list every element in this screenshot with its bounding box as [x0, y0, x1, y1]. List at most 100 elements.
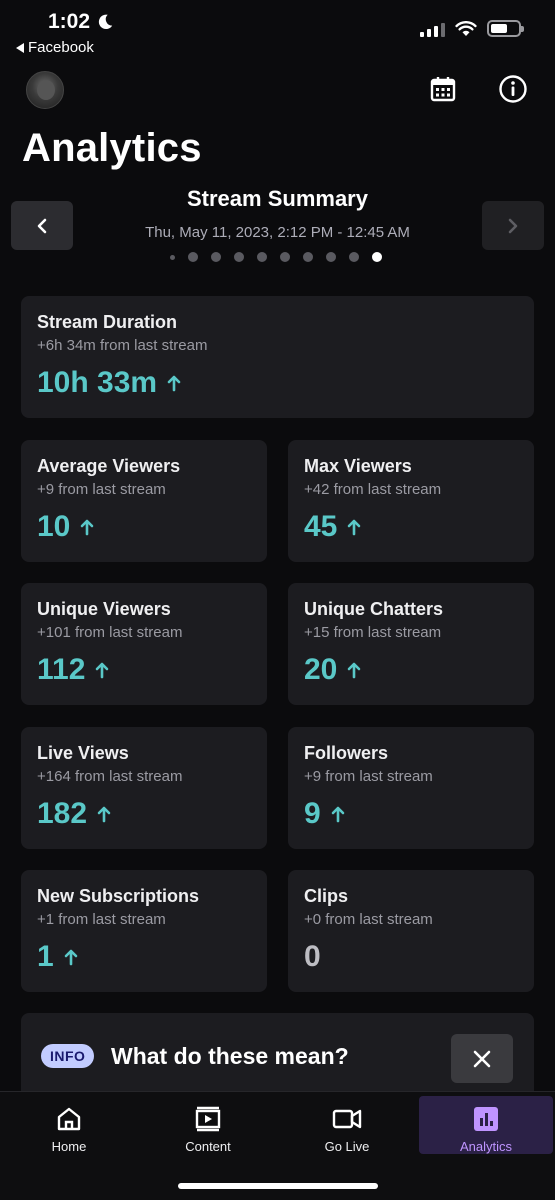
home-indicator[interactable] — [178, 1183, 378, 1189]
previous-stream-button[interactable] — [11, 201, 73, 250]
page-indicator — [170, 252, 382, 262]
status-indicators — [420, 20, 524, 37]
page-dot — [211, 252, 221, 262]
metric-value-row: 1 — [37, 940, 251, 974]
metric-value-row: 10 — [37, 510, 251, 544]
tab-home-label: Home — [51, 1139, 87, 1154]
metric-title: Unique Chatters — [304, 599, 444, 619]
info-button[interactable] — [496, 72, 530, 106]
info-icon — [499, 75, 527, 103]
metric-value-row: 112 — [37, 653, 251, 687]
metric-change: +164 from last stream — [37, 768, 183, 785]
status-time-text: 1:02 — [48, 10, 91, 33]
cellular-signal-icon — [420, 21, 445, 37]
arrow-up-icon — [348, 662, 361, 679]
metric-value-row: 20 — [304, 653, 518, 687]
page-title: Analytics — [22, 126, 202, 170]
info-badge: INFO — [41, 1044, 95, 1068]
next-stream-button[interactable] — [482, 201, 544, 250]
metric-value: 182 — [37, 797, 88, 830]
page-dot — [372, 252, 382, 262]
metric-value: 1 — [37, 940, 54, 973]
metric-title: Live Views — [37, 743, 129, 763]
chevron-right-icon — [508, 218, 518, 233]
page-dot — [257, 252, 267, 262]
metric-card-followers: Followers +9 from last stream 9 — [288, 727, 534, 849]
metric-change: +15 from last stream — [304, 624, 442, 641]
metric-card-max-viewers: Max Viewers +42 from last stream 45 — [288, 440, 534, 562]
tab-go-live[interactable]: Go Live — [280, 1096, 414, 1154]
metric-value: 112 — [37, 653, 86, 686]
metric-change: +0 from last stream — [304, 911, 433, 928]
wifi-icon — [455, 20, 477, 36]
page-dot — [188, 252, 198, 262]
metric-value: 20 — [304, 653, 338, 686]
summary-date-range: Thu, May 11, 2023, 2:12 PM - 12:45 AM — [145, 224, 410, 241]
page-dot — [303, 252, 313, 262]
metric-value: 9 — [304, 797, 321, 830]
metric-value-row: 9 — [304, 797, 518, 831]
metric-value: 45 — [304, 510, 338, 543]
camera-icon — [332, 1109, 362, 1129]
page-dot — [170, 254, 175, 260]
metric-change: +9 from last stream — [304, 768, 433, 785]
status-time: 1:02 — [48, 10, 114, 34]
battery-icon — [487, 20, 524, 37]
metric-value: 0 — [304, 940, 321, 973]
metric-card-live-views: Live Views +164 from last stream 182 — [21, 727, 267, 849]
metric-value-row: 0 — [304, 940, 518, 974]
metric-value-row: 182 — [37, 797, 251, 831]
close-button[interactable] — [451, 1034, 513, 1083]
arrow-up-icon — [348, 519, 361, 536]
bottom-nav: Home Content Go Live Analytics — [0, 1091, 555, 1200]
tab-content-label: Content — [185, 1139, 231, 1154]
metric-value: 10 — [37, 510, 71, 543]
status-bar: 1:02 Facebook — [0, 0, 555, 60]
arrow-up-icon — [64, 949, 77, 966]
metric-change: +101 from last stream — [37, 624, 183, 641]
tab-content[interactable]: Content — [141, 1096, 275, 1154]
metric-card-new-subscriptions: New Subscriptions +1 from last stream 1 — [21, 870, 267, 992]
close-icon — [473, 1050, 491, 1067]
metric-title: New Subscriptions — [37, 886, 200, 906]
moon-icon — [98, 14, 113, 30]
metric-title: Unique Viewers — [37, 599, 171, 619]
metric-change: +42 from last stream — [304, 481, 442, 498]
metric-title: Average Viewers — [37, 456, 181, 476]
metric-value-row: 45 — [304, 510, 518, 544]
calendar-button[interactable] — [426, 72, 460, 106]
metric-title: Max Viewers — [304, 456, 412, 476]
metric-change: +9 from last stream — [37, 481, 166, 498]
metric-change: +1 from last stream — [37, 911, 166, 928]
tab-home[interactable]: Home — [2, 1096, 136, 1154]
arrow-up-icon — [167, 375, 181, 392]
metric-change: +6h 34m from last stream — [37, 337, 208, 354]
back-triangle-icon — [16, 42, 24, 53]
arrow-up-icon — [331, 806, 344, 823]
metric-card-clips: Clips +0 from last stream 0 — [288, 870, 534, 992]
page-dot — [280, 252, 290, 262]
info-panel-text: What do these mean? — [111, 1043, 349, 1069]
page-dot — [234, 252, 244, 262]
metric-card-average-viewers: Average Viewers +9 from last stream 10 — [21, 440, 267, 562]
tab-go-live-label: Go Live — [324, 1139, 370, 1154]
metric-value: 10h 33m — [37, 366, 158, 399]
metric-card-stream-duration: Stream Duration +6h 34m from last stream 1… — [21, 296, 534, 418]
metric-title: Clips — [304, 886, 349, 906]
arrow-up-icon — [97, 806, 111, 823]
analytics-icon — [474, 1107, 498, 1131]
avatar[interactable] — [26, 71, 64, 109]
back-to-app-link[interactable]: Facebook — [16, 39, 94, 56]
tab-analytics-label: Analytics — [459, 1139, 513, 1154]
back-app-label: Facebook — [28, 39, 94, 56]
calendar-icon — [430, 77, 456, 102]
metric-value-row: 10h 33m — [37, 366, 518, 400]
metric-card-unique-chatters: Unique Chatters +15 from last stream 20 — [288, 583, 534, 705]
arrow-up-icon — [81, 519, 94, 536]
content-icon — [195, 1106, 221, 1132]
page-dot — [349, 252, 359, 262]
metric-card-unique-viewers: Unique Viewers +101 from last stream 112 — [21, 583, 267, 705]
tab-analytics[interactable]: Analytics — [419, 1096, 553, 1154]
chevron-left-icon — [37, 218, 47, 233]
home-icon — [57, 1107, 81, 1131]
